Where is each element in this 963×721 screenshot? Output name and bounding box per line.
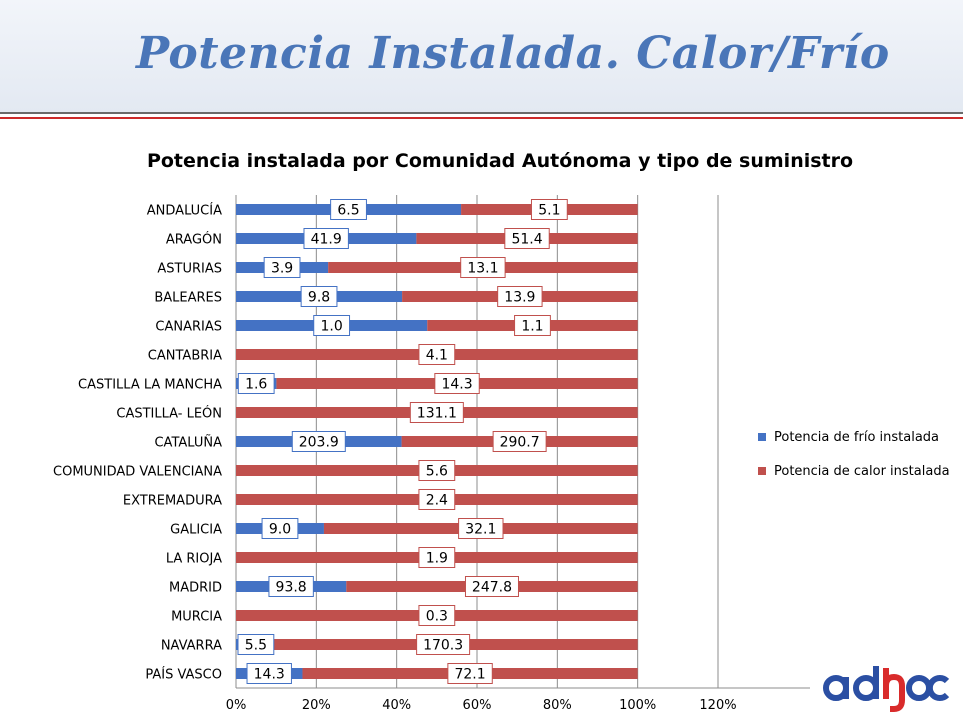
data-label-calor-box — [447, 663, 493, 684]
x-tick-label: 40% — [382, 698, 411, 713]
data-label-calor: 5.1 — [538, 203, 560, 219]
data-label-calor: 5.6 — [426, 464, 448, 480]
legend-swatch-frio — [758, 433, 766, 441]
data-label-calor: 13.1 — [467, 261, 498, 277]
category-label: NAVARRA — [161, 639, 222, 654]
data-label-calor-box — [504, 228, 550, 249]
category-label: PAÍS VASCO — [145, 667, 222, 683]
x-tick-label: 20% — [302, 698, 331, 713]
category-label: CANTABRIA — [148, 349, 222, 364]
header-banner: Potencia Instalada. Calor/Frío — [0, 0, 963, 112]
data-label-calor: 14.3 — [441, 377, 472, 393]
category-label: LA RIOJA — [166, 552, 222, 567]
data-label-calor-box — [418, 344, 456, 365]
data-label-frio: 1.6 — [245, 377, 267, 393]
category-label: CASTILLA- LEÓN — [116, 406, 222, 422]
data-label-frio-box — [237, 373, 275, 394]
data-label-frio: 41.9 — [311, 232, 342, 248]
data-label-calor-box — [416, 634, 471, 655]
data-label-calor-box — [460, 257, 506, 278]
header-divider — [0, 112, 963, 120]
data-label-frio-box — [303, 228, 349, 249]
category-label: CATALUÑA — [154, 435, 222, 451]
data-label-frio: 9.8 — [308, 290, 330, 306]
data-label-frio-box — [300, 286, 338, 307]
data-label-frio: 3.9 — [271, 261, 293, 277]
data-label-calor: 290.7 — [500, 435, 540, 451]
data-label-frio: 14.3 — [254, 667, 285, 683]
data-label-calor-box — [497, 286, 543, 307]
data-label-calor: 247.8 — [472, 580, 512, 596]
data-label-frio-box — [246, 663, 292, 684]
category-label: COMUNIDAD VALENCIANA — [53, 465, 222, 480]
data-label-calor-box — [434, 373, 480, 394]
data-label-frio-box — [237, 634, 275, 655]
data-label-frio-box — [330, 199, 367, 220]
data-label-calor: 0.3 — [426, 609, 448, 625]
data-label-calor: 2.4 — [426, 493, 448, 509]
data-label-calor: 1.9 — [426, 551, 448, 567]
data-label-frio: 9.0 — [269, 522, 291, 538]
category-label: BALEARES — [154, 291, 222, 306]
x-tick-label: 120% — [699, 698, 736, 713]
x-tick-label: 0% — [226, 698, 247, 713]
data-label-calor-box — [418, 547, 456, 568]
logo-letter-h — [883, 673, 905, 712]
category-label: EXTREMADURA — [123, 494, 222, 509]
data-label-calor: 4.1 — [426, 348, 448, 364]
category-label: ANDALUCÍA — [147, 203, 222, 219]
data-label-calor: 13.9 — [504, 290, 535, 306]
data-label-frio-box — [313, 315, 351, 336]
category-label: GALICIA — [170, 523, 222, 538]
category-label: ARAGÓN — [166, 232, 222, 248]
data-label-frio: 1.0 — [321, 319, 343, 335]
data-label-frio-box — [291, 431, 346, 452]
data-label-calor-box — [530, 199, 568, 220]
data-label-calor: 170.3 — [423, 638, 463, 654]
data-label-calor-box — [464, 576, 519, 597]
data-label-frio-box — [261, 518, 299, 539]
logo-letter-o — [906, 675, 932, 701]
category-label: MURCIA — [171, 610, 222, 625]
data-label-frio: 93.8 — [276, 580, 307, 596]
data-label-calor: 1.1 — [521, 319, 543, 335]
legend-swatch-calor — [758, 467, 766, 475]
data-label-calor-box — [514, 315, 551, 336]
data-label-frio-box — [268, 576, 314, 597]
data-label-calor: 32.1 — [465, 522, 496, 538]
data-label-calor-box — [409, 402, 464, 423]
legend-item-calor: Potencia de calor instalada — [758, 462, 950, 480]
legend-item-frio: Potencia de frío instalada — [758, 428, 950, 446]
logo-letter-c — [926, 675, 950, 701]
x-tick-label: 100% — [619, 698, 656, 713]
data-label-frio: 203.9 — [299, 435, 339, 451]
legend-label-frio: Potencia de frío instalada — [774, 429, 940, 445]
category-label: ASTURIAS — [157, 262, 222, 277]
x-tick-label: 60% — [463, 698, 492, 713]
category-label: MADRID — [169, 581, 222, 596]
data-label-calor-box — [418, 489, 456, 510]
legend-label-calor: Potencia de calor instalada — [774, 463, 950, 479]
category-label: CASTILLA LA MANCHA — [78, 378, 222, 393]
chart-title: Potencia instalada por Comunidad Autónom… — [146, 150, 854, 172]
data-label-calor: 51.4 — [511, 232, 542, 248]
data-label-frio: 6.5 — [337, 203, 359, 219]
chart-legend: Potencia de frío instalada Potencia de c… — [758, 428, 950, 496]
data-label-frio: 5.5 — [245, 638, 267, 654]
data-label-calor-box — [458, 518, 504, 539]
data-label-calor-box — [418, 460, 456, 481]
data-label-calor: 131.1 — [417, 406, 457, 422]
data-label-calor-box — [492, 431, 547, 452]
page-title: Potencia Instalada. Calor/Frío — [136, 28, 890, 79]
data-label-frio-box — [263, 257, 301, 278]
category-label: CANARIAS — [155, 320, 222, 335]
data-label-calor: 72.1 — [454, 667, 485, 683]
data-label-calor-box — [418, 605, 456, 626]
x-tick-label: 80% — [543, 698, 572, 713]
adhoc-logo: adhoc — [823, 666, 950, 712]
